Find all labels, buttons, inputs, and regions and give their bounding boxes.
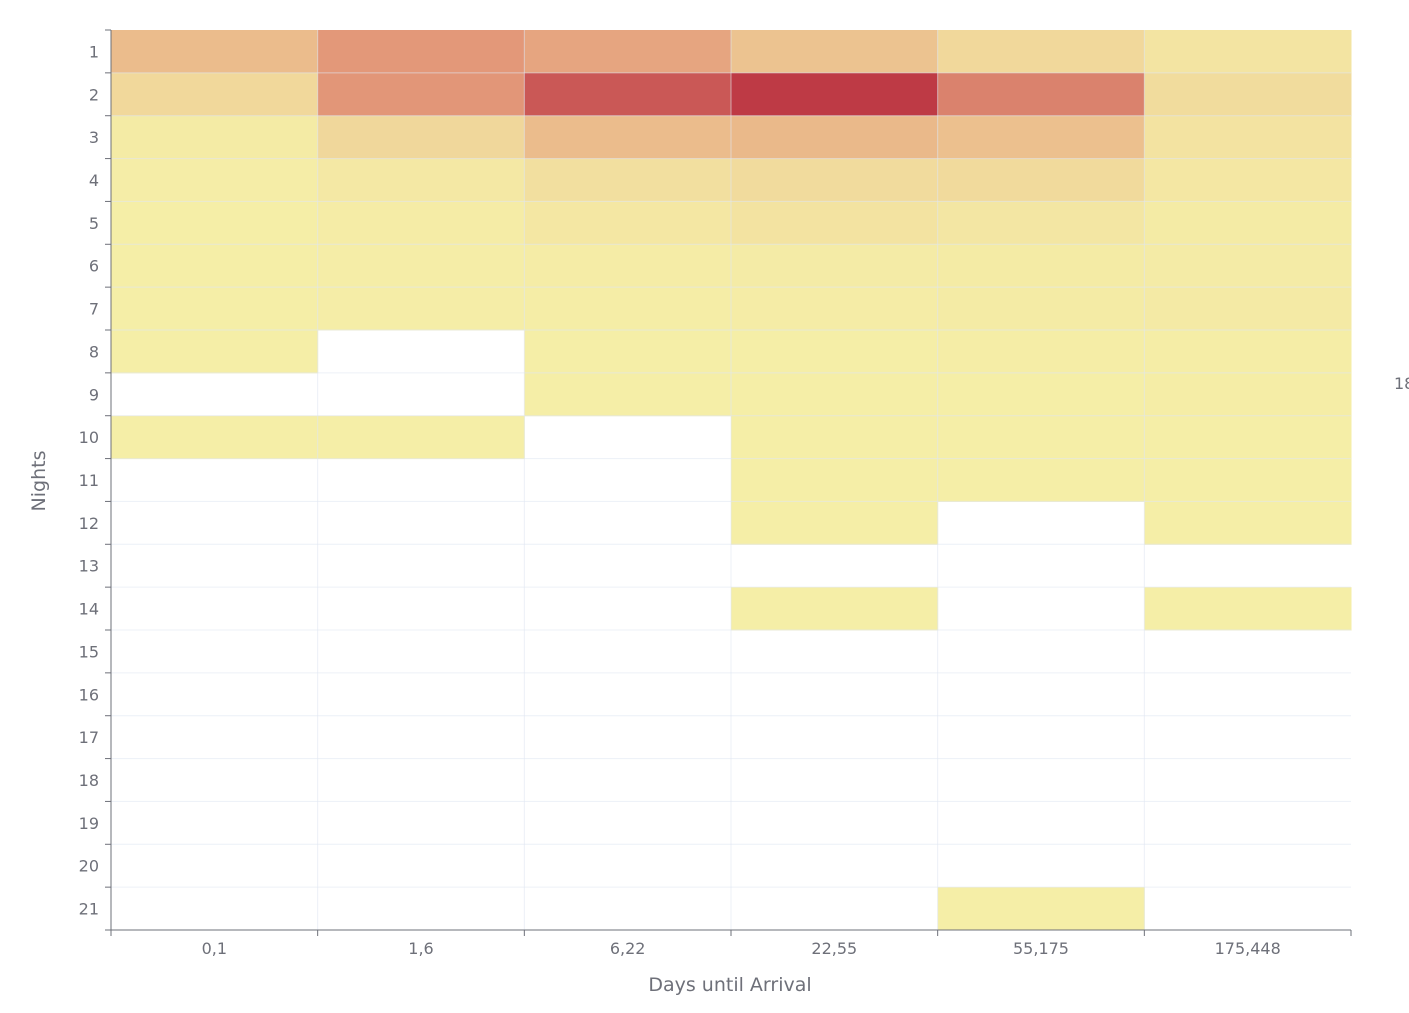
- heatmap-cell[interactable]: [524, 372, 732, 417]
- heatmap-cell[interactable]: [111, 201, 319, 245]
- heatmap-cell[interactable]: [731, 30, 939, 74]
- y-tick-label: 17: [79, 728, 99, 747]
- y-tick-label: 10: [79, 428, 99, 447]
- y-tick-label: 7: [89, 300, 99, 319]
- heatmap-cell[interactable]: [1144, 30, 1352, 74]
- heatmap-cell[interactable]: [731, 72, 939, 117]
- x-tick-label: 1,6: [408, 939, 433, 958]
- heatmap-cell[interactable]: [111, 330, 319, 374]
- heatmap-cell[interactable]: [731, 244, 939, 288]
- y-tick-label: 13: [79, 557, 99, 576]
- heatmap-cell[interactable]: [111, 72, 319, 117]
- heatmap-cell[interactable]: [1144, 244, 1352, 288]
- heatmap-cell[interactable]: [524, 158, 732, 202]
- x-tick-label: 175,448: [1215, 939, 1281, 958]
- heatmap-cell[interactable]: [731, 287, 939, 331]
- heatmap-cell[interactable]: [317, 244, 525, 288]
- heatmap-cell[interactable]: [937, 244, 1145, 288]
- heatmap-cell[interactable]: [524, 30, 732, 74]
- heatmap-cell[interactable]: [1144, 201, 1352, 245]
- y-tick-label: 21: [79, 900, 99, 919]
- heatmap-cell[interactable]: [111, 30, 319, 74]
- heatmap-cell[interactable]: [731, 415, 939, 460]
- x-tick-label: 6,22: [610, 939, 646, 958]
- y-tick-label: 5: [89, 214, 99, 233]
- heatmap-cell[interactable]: [937, 115, 1145, 160]
- heatmap-cell[interactable]: [317, 415, 525, 460]
- x-tick-label: 55,175: [1013, 939, 1069, 958]
- heatmap-cell[interactable]: [524, 287, 732, 331]
- heatmap-cell[interactable]: [1144, 458, 1352, 502]
- heatmap-cell[interactable]: [1144, 115, 1352, 160]
- heatmap-cell[interactable]: [317, 115, 525, 160]
- heatmap-cell[interactable]: [731, 330, 939, 374]
- heatmap-cell[interactable]: [1144, 415, 1352, 460]
- y-tick-label: 4: [89, 171, 99, 190]
- heatmap-cell[interactable]: [937, 201, 1145, 245]
- heatmap-cell[interactable]: [937, 30, 1145, 74]
- y-tick-label: 15: [79, 642, 99, 661]
- heatmap-cell[interactable]: [731, 372, 939, 417]
- heatmap-cell[interactable]: [111, 287, 319, 331]
- heatmap-cell[interactable]: [317, 30, 525, 74]
- y-tick-label: 6: [89, 257, 99, 276]
- y-tick-label: 2: [89, 85, 99, 104]
- heatmap-cell[interactable]: [524, 115, 732, 160]
- heatmap-cell[interactable]: [1144, 372, 1352, 417]
- heatmap-cell[interactable]: [1144, 158, 1352, 202]
- heatmap-cell[interactable]: [731, 587, 939, 631]
- x-tick-label: 22,55: [811, 939, 857, 958]
- heatmap-cell[interactable]: [937, 287, 1145, 331]
- heatmap-cell[interactable]: [731, 458, 939, 502]
- heatmap-cell[interactable]: [731, 501, 939, 545]
- y-tick-label: 19: [79, 814, 99, 833]
- heatmap-cell[interactable]: [111, 115, 319, 160]
- heatmap-cell[interactable]: [937, 372, 1145, 417]
- heatmap-cell[interactable]: [1144, 587, 1352, 631]
- grid-lines: [111, 30, 1351, 930]
- heatmap-cell[interactable]: [731, 158, 939, 202]
- heatmap-cell[interactable]: [937, 72, 1145, 117]
- heatmap-cell[interactable]: [731, 201, 939, 245]
- y-tick-label: 12: [79, 514, 99, 533]
- heatmap-cell[interactable]: [524, 244, 732, 288]
- x-axis-title: Days until Arrival: [648, 974, 811, 996]
- heatmap-cell[interactable]: [111, 158, 319, 202]
- y-axis-title: Nights: [28, 451, 50, 512]
- y-tick-label: 9: [89, 385, 99, 404]
- y-tick-label: 14: [79, 600, 99, 619]
- heatmap-cell[interactable]: [111, 244, 319, 288]
- y-tick-label: 18: [79, 771, 99, 790]
- y-tick-label: 20: [79, 857, 99, 876]
- y-tick-label: 11: [79, 471, 99, 490]
- heatmap-cell[interactable]: [524, 330, 732, 374]
- heatmap-cell[interactable]: [524, 72, 732, 117]
- heatmap-cell[interactable]: [317, 287, 525, 331]
- heatmap-cell[interactable]: [317, 158, 525, 202]
- heatmap-cell[interactable]: [937, 158, 1145, 202]
- heatmap-cell[interactable]: [731, 115, 939, 160]
- heatmap-cell[interactable]: [1144, 501, 1352, 545]
- heatmap-cell[interactable]: [937, 458, 1145, 502]
- heatmap-cell[interactable]: [937, 330, 1145, 374]
- heatmap-cell[interactable]: [524, 201, 732, 245]
- visual-map-max-label: 18: [1394, 374, 1409, 393]
- heatmap-cell[interactable]: [1144, 287, 1352, 331]
- x-tick-label: 0,1: [202, 939, 227, 958]
- heatmap-cell[interactable]: [1144, 330, 1352, 374]
- axes: 0,1 1,6 6,22 22,55 55,175 175,448123456789101…: [79, 29, 1352, 958]
- heatmap-cell[interactable]: [317, 201, 525, 245]
- y-tick-label: 8: [89, 342, 99, 361]
- heatmap-cell[interactable]: [1144, 72, 1352, 117]
- heatmap-cell[interactable]: [937, 415, 1145, 460]
- y-tick-label: 16: [79, 685, 99, 704]
- heatmap-cell[interactable]: [937, 887, 1145, 931]
- heatmap-cell[interactable]: [111, 415, 319, 460]
- y-tick-label: 3: [89, 128, 99, 147]
- heatmap-cells: [111, 30, 1352, 931]
- y-tick-label: 1: [89, 42, 99, 61]
- heatmap-cell[interactable]: [317, 72, 525, 117]
